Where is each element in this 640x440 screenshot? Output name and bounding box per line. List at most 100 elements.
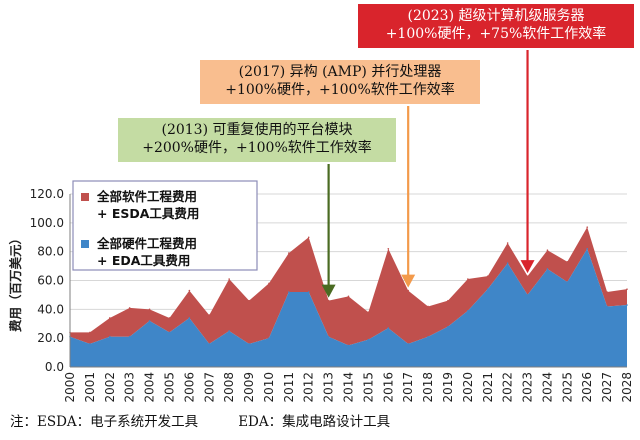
x-tick-label: 2017 xyxy=(401,372,415,403)
x-tick-label: 2019 xyxy=(441,372,455,403)
y-tick-label: 0.0 xyxy=(45,360,64,374)
software-point xyxy=(248,299,250,302)
software-point xyxy=(307,236,310,239)
legend-hardware-label: + EDA工具费用 xyxy=(97,253,190,268)
hardware-point xyxy=(447,325,449,328)
x-tick-label: 2020 xyxy=(461,372,475,403)
software-point xyxy=(467,278,469,280)
hardware-point xyxy=(307,291,310,293)
y-tick-label: 100.0 xyxy=(30,216,64,230)
callout-2023-line2: +100%硬件，+75%软件工作效率 xyxy=(385,26,607,42)
hardware-point xyxy=(268,337,270,339)
x-tick-label: 2005 xyxy=(162,372,176,403)
software-point xyxy=(566,260,569,263)
hardware-point xyxy=(387,327,390,329)
software-point xyxy=(407,289,409,292)
x-tick-label: 2009 xyxy=(242,372,256,403)
software-point xyxy=(367,311,370,314)
y-tick-label: 20.0 xyxy=(37,331,64,345)
hardware-point xyxy=(427,335,429,338)
x-tick-label: 2025 xyxy=(560,372,574,403)
hardware-point xyxy=(248,343,250,345)
software-point xyxy=(427,305,429,308)
y-axis-label: 费用（百万美元） xyxy=(8,232,23,332)
callout-2013-line1: (2013) 可重复使用的平台模块 xyxy=(161,122,353,138)
hardware-point xyxy=(467,309,469,312)
software-point xyxy=(128,307,131,309)
legend-software-label: 全部软件工程费用 xyxy=(96,189,197,204)
hardware-point xyxy=(367,338,370,341)
hardware-point xyxy=(208,343,211,345)
x-tick-label: 2000 xyxy=(63,372,77,403)
software-point xyxy=(387,247,390,250)
y-tick-label: 40.0 xyxy=(37,302,64,316)
software-point xyxy=(546,249,549,252)
x-tick-label: 2018 xyxy=(421,372,435,403)
y-tick-label: 60.0 xyxy=(37,274,64,288)
x-tick-label: 2011 xyxy=(282,372,296,403)
x-tick-label: 2010 xyxy=(262,372,276,403)
x-tick-label: 2016 xyxy=(381,372,395,403)
legend-swatch-software xyxy=(81,193,89,201)
legend-box xyxy=(72,180,258,271)
x-tick-label: 2003 xyxy=(123,372,137,403)
software-point xyxy=(606,291,608,293)
callout-2013-line2: +200%硬件，+100%软件工作效率 xyxy=(142,140,372,156)
hardware-point xyxy=(407,343,409,345)
hardware-point xyxy=(566,281,569,283)
hardware-point xyxy=(486,288,489,290)
software-point xyxy=(188,289,191,292)
software-point xyxy=(148,308,151,311)
legend-hardware-label: 全部硬件工程费用 xyxy=(96,236,197,251)
software-point xyxy=(486,275,489,277)
x-tick-label: 2002 xyxy=(103,372,117,403)
software-point xyxy=(586,226,589,228)
software-point xyxy=(268,282,270,285)
arrow-2017 xyxy=(401,106,416,288)
software-point xyxy=(288,252,290,254)
software-point xyxy=(208,314,211,316)
hardware-point xyxy=(586,247,589,250)
hardware-point xyxy=(347,344,350,347)
callout-2023-line1: (2023) 超级计算机级服务器 xyxy=(407,8,585,24)
hardware-point xyxy=(168,331,171,334)
hardware-point xyxy=(506,262,509,265)
arrow-2023 xyxy=(520,50,535,274)
software-point xyxy=(228,278,230,280)
callout-2017-line2: +100%硬件，+100%软件工作效率 xyxy=(225,82,455,98)
x-tick-label: 2024 xyxy=(540,372,554,403)
series-hardware-area xyxy=(70,248,627,367)
callout-2017-line1: (2017) 异构 (AMP) 并行处理器 xyxy=(238,64,442,80)
x-tick-label: 2004 xyxy=(143,372,157,403)
y-tick-label: 120.0 xyxy=(30,187,64,201)
hardware-point xyxy=(546,268,549,270)
arrow-2017-head xyxy=(401,274,416,288)
callout-2023: (2023) 超级计算机级服务器 +100%硬件，+75%软件工作效率 xyxy=(358,4,634,48)
hardware-point xyxy=(128,335,131,338)
hardware-point xyxy=(108,335,111,338)
y-tick-label: 80.0 xyxy=(37,245,64,259)
hardware-point xyxy=(526,294,529,296)
x-tick-label: 2012 xyxy=(302,372,316,403)
x-tick-label: 2006 xyxy=(182,372,196,403)
x-tick-label: 2008 xyxy=(222,372,236,403)
software-point xyxy=(526,275,529,277)
x-tick-label: 2007 xyxy=(202,372,216,403)
x-tick-label: 2027 xyxy=(600,372,614,403)
callout-2013: (2013) 可重复使用的平台模块 +200%硬件，+100%软件工作效率 xyxy=(118,118,396,162)
callout-2017: (2017) 异构 (AMP) 并行处理器 +100%硬件，+100%软件工作效… xyxy=(200,60,480,104)
footnote-esda: 注：ESDA：电子系统开发工具 xyxy=(10,414,199,430)
arrow-2023-head xyxy=(520,260,535,274)
software-point xyxy=(626,288,628,290)
arrow-2013 xyxy=(321,164,336,298)
x-tick-label: 2001 xyxy=(83,372,97,403)
x-tick-label: 2014 xyxy=(342,372,356,403)
hardware-point xyxy=(228,330,230,332)
software-point xyxy=(447,299,449,302)
x-tick-label: 2015 xyxy=(361,372,375,403)
x-tick-label: 2021 xyxy=(481,372,495,403)
footnote: 注：ESDA：电子系统开发工具 EDA：集成电路设计工具 xyxy=(10,410,630,430)
